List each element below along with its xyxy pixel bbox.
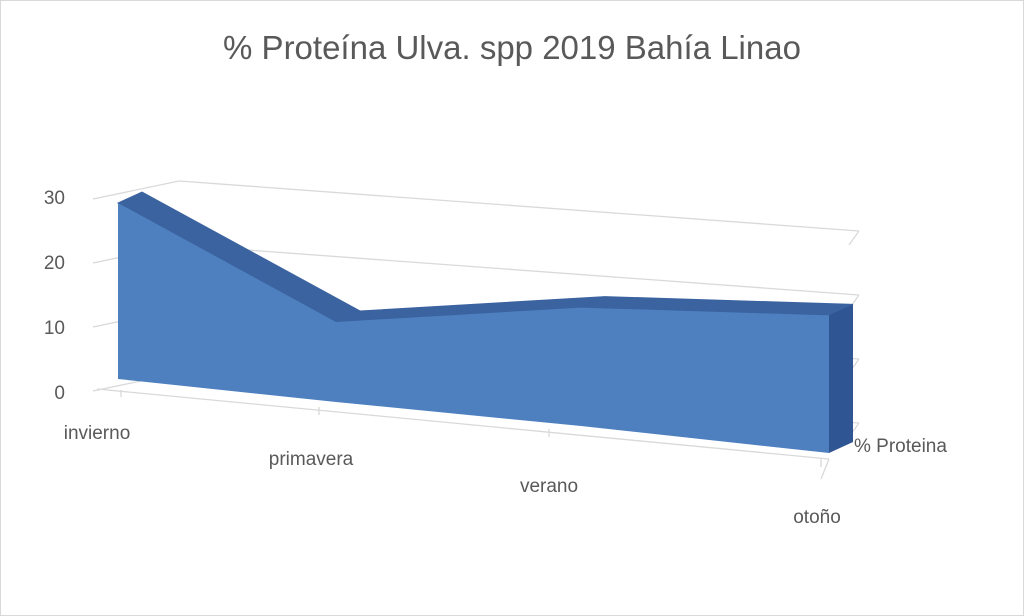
x-tick-label: invierno bbox=[64, 423, 131, 444]
axis-labels: 0 10 20 30 invierno primavera verano otoño % Pro… bbox=[44, 188, 948, 528]
gridline bbox=[178, 180, 860, 232]
depth-axis-label: % Proteina bbox=[854, 436, 947, 457]
x-tick-label: otoño bbox=[793, 507, 841, 528]
y-tick-label: 0 bbox=[54, 383, 65, 404]
gridline-side bbox=[92, 180, 180, 200]
y-tick-label: 30 bbox=[44, 188, 65, 209]
y-tick-label: 10 bbox=[44, 318, 65, 339]
x-tick-label: verano bbox=[520, 476, 578, 497]
area-side-face bbox=[829, 304, 853, 453]
floor-edge bbox=[96, 388, 830, 460]
area-series bbox=[116, 191, 854, 453]
depth-tick bbox=[820, 458, 830, 480]
y-tick-label: 20 bbox=[44, 253, 65, 274]
chart-title: % Proteína Ulva. spp 2019 Bahía Linao bbox=[223, 29, 801, 66]
x-tick-label: primavera bbox=[269, 449, 354, 470]
gridline-side bbox=[848, 230, 860, 246]
gridline bbox=[178, 244, 860, 296]
area-front-face bbox=[118, 203, 829, 453]
